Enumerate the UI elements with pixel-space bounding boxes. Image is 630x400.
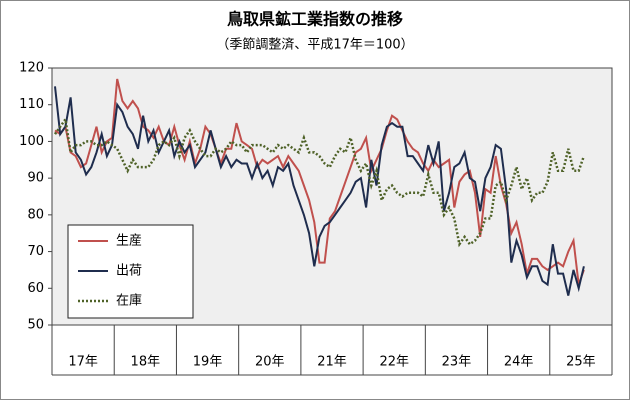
y-tick-label: 50 <box>27 318 44 333</box>
y-tick-label: 90 <box>27 171 44 186</box>
y-tick-label: 60 <box>27 281 44 296</box>
chart-subtitle: （季節調整済、平成17年＝100） <box>216 37 413 53</box>
x-tick-label: 21年 <box>317 355 347 370</box>
x-tick-label: 19年 <box>193 355 223 370</box>
x-tick-label: 22年 <box>379 355 409 370</box>
x-tick-label: 24年 <box>504 355 534 370</box>
y-tick-label: 80 <box>27 207 44 222</box>
x-tick-label: 18年 <box>131 355 161 370</box>
legend-label: 出荷 <box>116 264 142 279</box>
y-tick-label: 100 <box>19 134 44 149</box>
y-tick-label: 110 <box>19 97 44 112</box>
x-tick-label: 17年 <box>68 355 98 370</box>
series-line <box>53 116 586 248</box>
series-line <box>54 86 585 296</box>
legend-label: 在庫 <box>116 294 142 309</box>
series-line <box>54 78 585 285</box>
legend-label: 生産 <box>116 233 142 249</box>
x-tick-label: 20年 <box>255 355 285 370</box>
x-tick-label: 25年 <box>566 355 596 370</box>
y-tick-label: 120 <box>19 61 44 76</box>
x-tick-label: 23年 <box>442 355 472 370</box>
chart-title: 鳥取県鉱工業指数の推移 <box>227 10 403 29</box>
y-tick-label: 70 <box>27 244 44 259</box>
